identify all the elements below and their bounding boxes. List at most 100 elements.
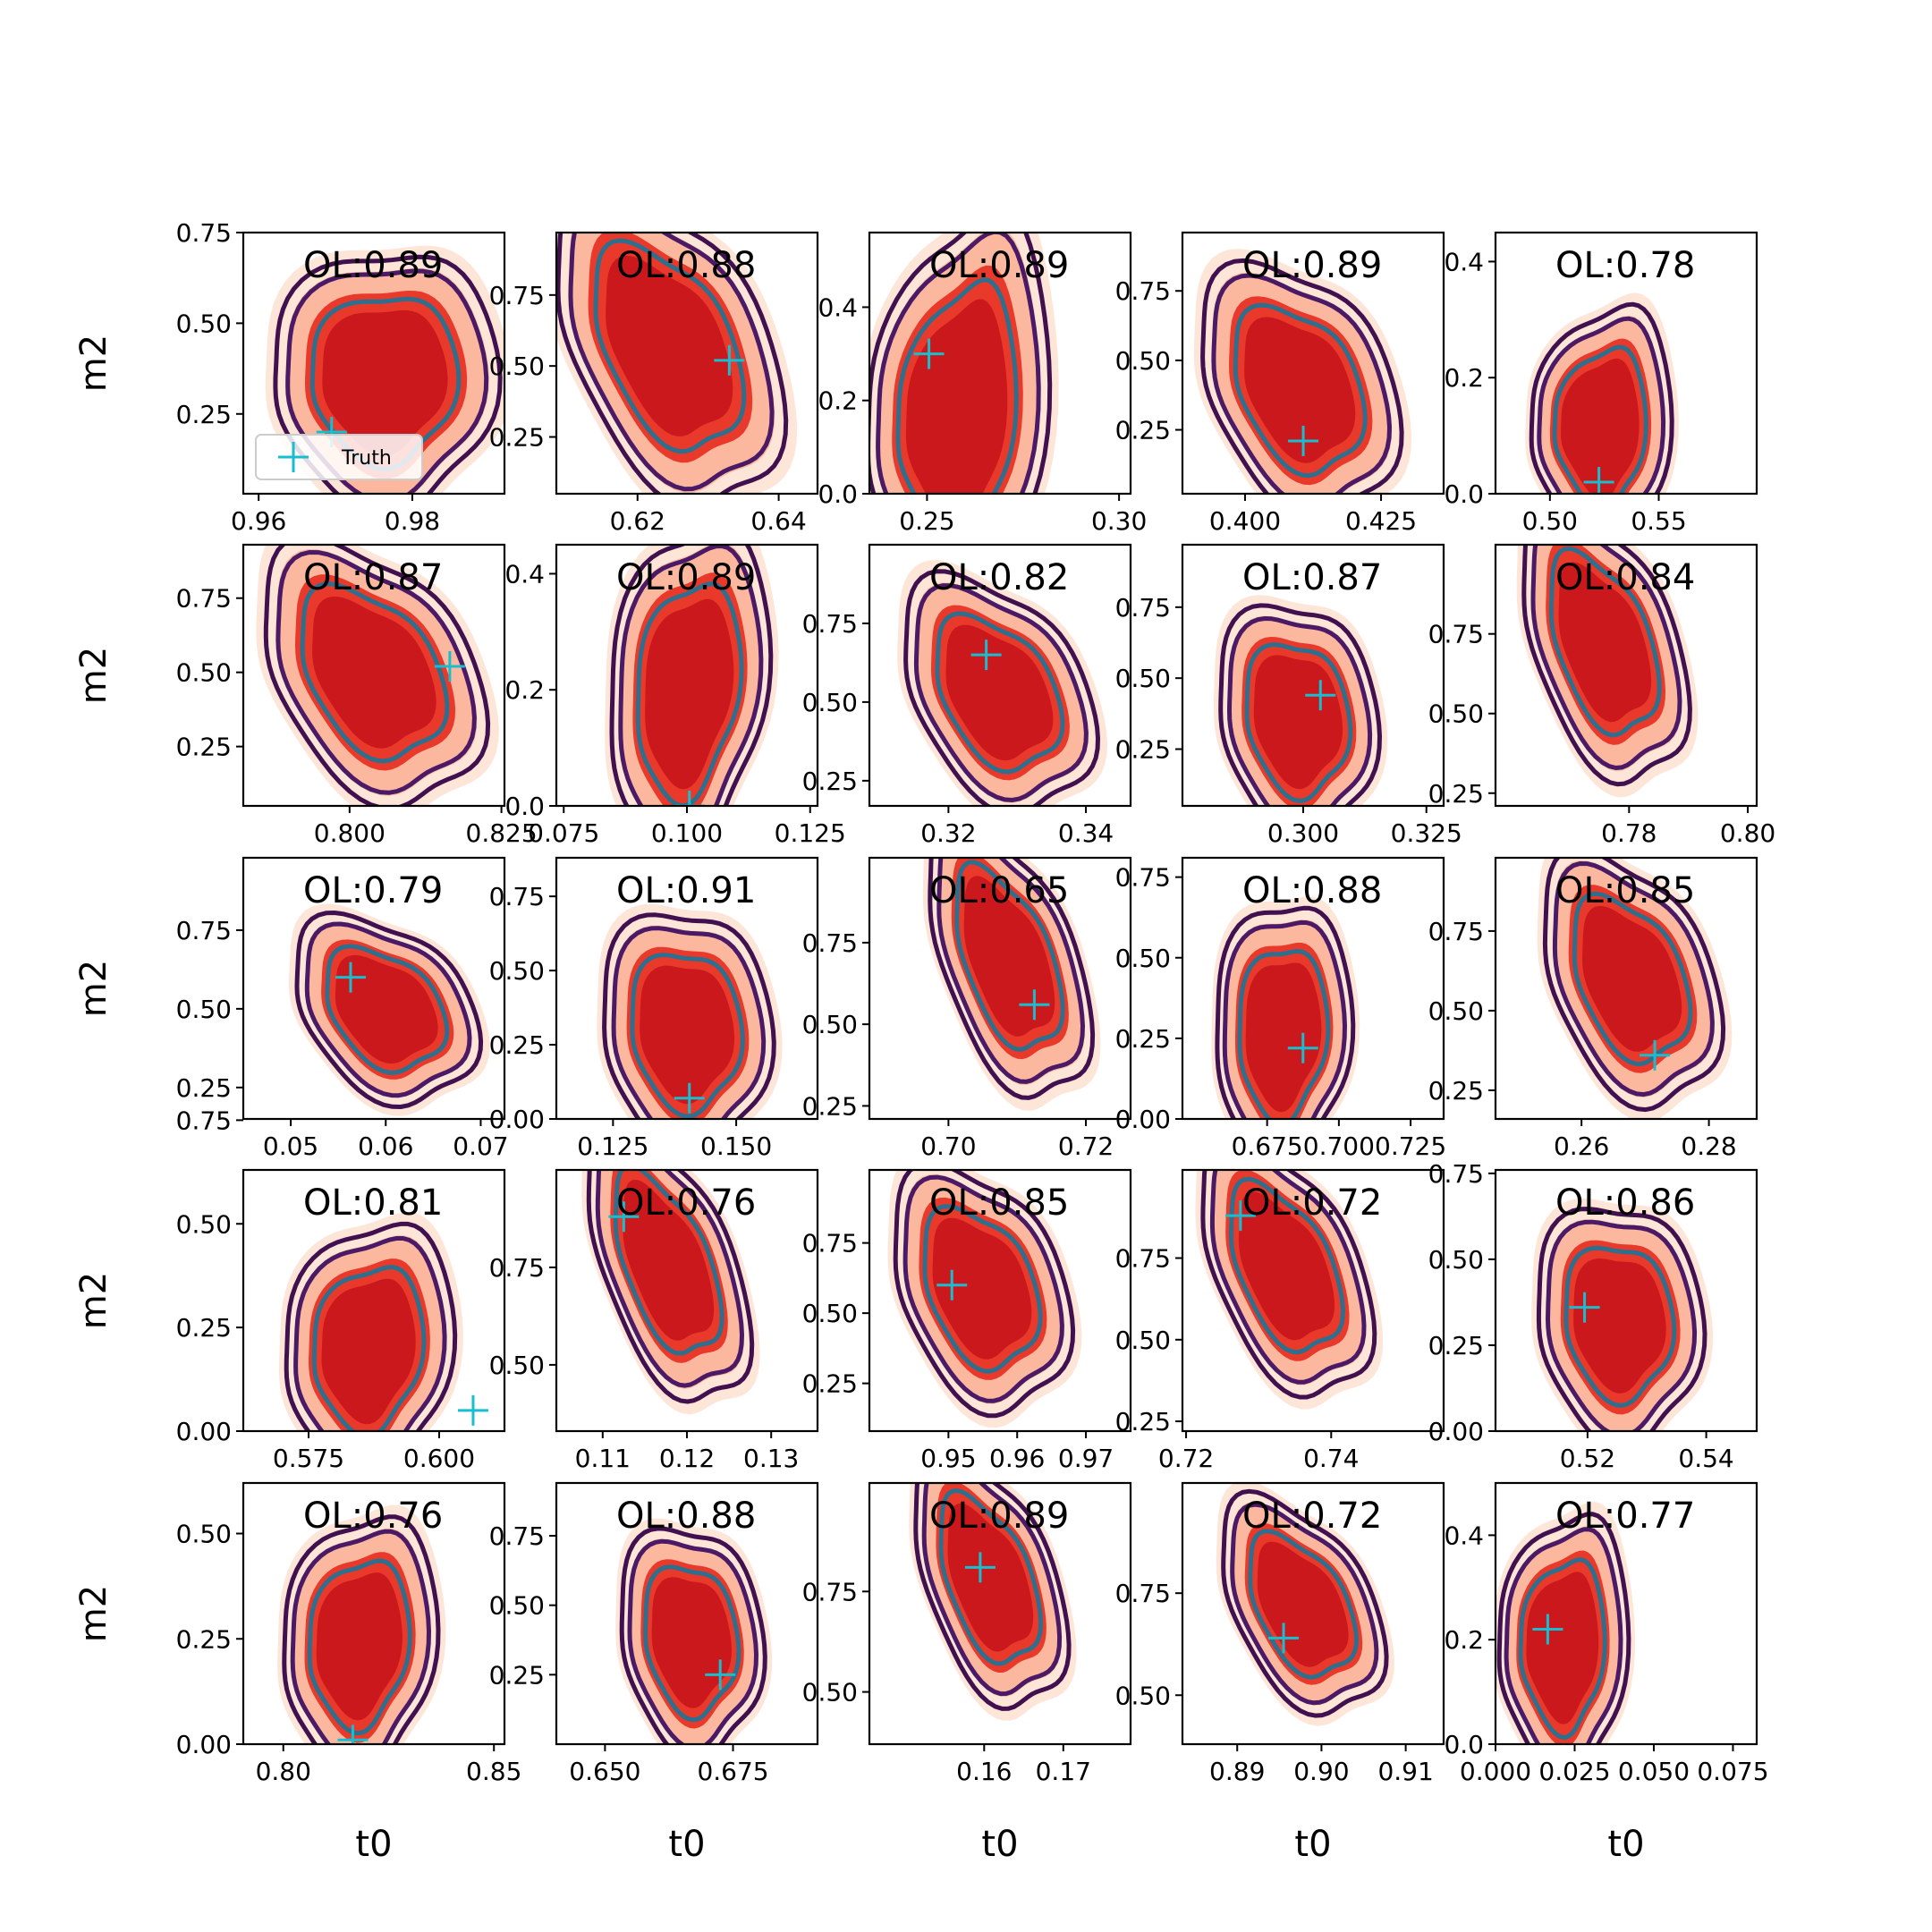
contour-line-2 [876,233,1041,494]
overlap-label: OL:0.89 [303,245,443,286]
x-tick-label: 0.07 [453,1131,508,1161]
x-tick-label: 0.26 [1554,1131,1609,1161]
contour-line-1 [1218,603,1382,806]
truth-marker [457,1394,488,1426]
contour-line-3 [325,944,450,1075]
axes-frame [1181,856,1445,1121]
axes-frame [1181,1481,1445,1746]
y-tick-label: 0.50 [1115,1681,1171,1710]
y-tick-label: 0.50 [176,309,232,338]
y-tick-label: 0.75 [1428,620,1484,649]
fill-level-4 [1582,906,1682,1052]
y-tick-label: 0.4 [1444,1521,1484,1550]
axes-frame [555,1481,819,1746]
contour-line-2 [936,858,1085,1084]
contour-line-1 [903,569,1100,806]
overlap-label: OL:0.89 [616,557,756,598]
y-tick-label: 0.50 [1115,664,1171,693]
x-tick-label: 0.72 [1058,1131,1114,1161]
density-contours [277,1504,446,1744]
density-contours [256,545,499,806]
x-axis-label: t0 [355,1824,392,1865]
y-tick-label: 0.25 [1428,1331,1484,1360]
axes-frame [555,231,819,496]
x-tick-label: 0.96 [231,506,286,536]
contour-line-1 [1200,1170,1377,1400]
y-tick-label: 0.50 [1115,346,1171,376]
density-contours [1531,1198,1714,1431]
y-tick-label: 0.75 [489,281,545,310]
y-tick-label: 0.50 [176,658,232,688]
truth-marker [608,1201,640,1233]
x-tick-label: 0.725 [1375,1131,1446,1161]
overlap-label: OL:0.76 [303,1496,443,1537]
overlap-label: OL:0.77 [1555,1496,1695,1537]
y-tick-label: 0.2 [504,675,545,705]
y-tick-label: 0.50 [1428,996,1484,1026]
y-tick-label: 0.25 [489,1660,545,1690]
contour-line-3 [1518,1557,1607,1741]
overlap-label: OL:0.89 [929,245,1069,286]
x-axis-label: t0 [981,1824,1018,1865]
contour-line-2 [595,1170,744,1388]
x-tick-label: 0.13 [743,1444,799,1473]
y-tick-label: 0.75 [489,1521,545,1551]
truth-marker [1224,1200,1256,1232]
axes-frame [242,231,506,496]
contour-line-1 [619,1526,767,1744]
contour-line-1 [1542,858,1726,1113]
density-contours [597,903,783,1119]
overlap-label: OL:0.72 [1242,1182,1382,1224]
x-tick-label: 0.34 [1058,818,1114,848]
y-tick-label: 0.25 [489,1030,545,1060]
panel-24: 0.89 0.90 0.91 0.50 0.75 OL:0.72 t0 [1115,1481,1445,1865]
x-tick-label: 0.16 [956,1757,1012,1786]
x-tick-label: 0.80 [1720,818,1775,848]
panel-2: 0.62 0.64 0.25 0.50 0.75 OL:0.88 [489,231,819,536]
x-tick-label: 0.300 [1267,818,1339,848]
density-contours [556,233,798,494]
contour-line-2 [1209,1170,1367,1385]
contour-line-2 [921,1483,1063,1697]
panel-25: 0.000 0.025 0.050 0.075 0.0 0.2 0.4 OL:0.77 t0 [1444,1481,1769,1865]
y-tick-label: 0.75 [1115,593,1171,623]
fill-level-4 [335,954,438,1063]
axes-frame [1181,231,1445,496]
axes-frame [242,1481,506,1746]
truth-marker [970,640,1002,671]
x-tick-label: 0.25 [899,506,954,536]
contour-line-2 [1504,1527,1623,1744]
contour-line-1 [1536,1207,1707,1431]
y-tick-label: 0.50 [802,1010,858,1039]
x-tick-label: 0.05 [263,1131,318,1161]
contour-line-1 [1221,1488,1389,1718]
contour-line-3 [1548,546,1662,738]
y-tick-label: 0.25 [176,1313,232,1343]
contour-line-3 [300,581,450,764]
x-tick-label: 0.91 [1377,1757,1433,1786]
truth-marker [1532,1614,1563,1645]
x-tick-label: 0.025 [1538,1757,1610,1786]
y-tick-label: 0.50 [176,1209,232,1239]
x-tick-label: 0.89 [1209,1757,1265,1786]
contour-line-3 [954,860,1065,1052]
y-tick-label: 0.75 [489,882,545,911]
overlap-label: OL:0.84 [1555,557,1695,598]
x-tick-label: 0.12 [659,1444,715,1473]
contour-line-1 [556,233,789,494]
density-contours [1525,292,1679,494]
x-tick-label: 0.74 [1303,1444,1359,1473]
axes-frame [242,543,506,808]
density-contours [909,1483,1077,1721]
x-tick-label: 0.050 [1618,1757,1690,1786]
contour-line-3 [1233,302,1368,479]
y-tick-label: 0.50 [802,1678,858,1707]
x-tick-label: 0.70 [920,1131,976,1161]
y-tick-label: 0.0 [1444,479,1484,509]
x-tick-label: 0.55 [1631,506,1686,536]
x-tick-label: 0.06 [358,1131,413,1161]
x-tick-label: 0.675 [697,1757,768,1786]
y-tick-label: 0.75 [1428,1159,1484,1189]
panel-14: 0.675 0.700 0.725 0.00 0.25 0.50 0.75 OL:0.88 [1115,856,1446,1161]
truth-marker [1569,1292,1600,1323]
